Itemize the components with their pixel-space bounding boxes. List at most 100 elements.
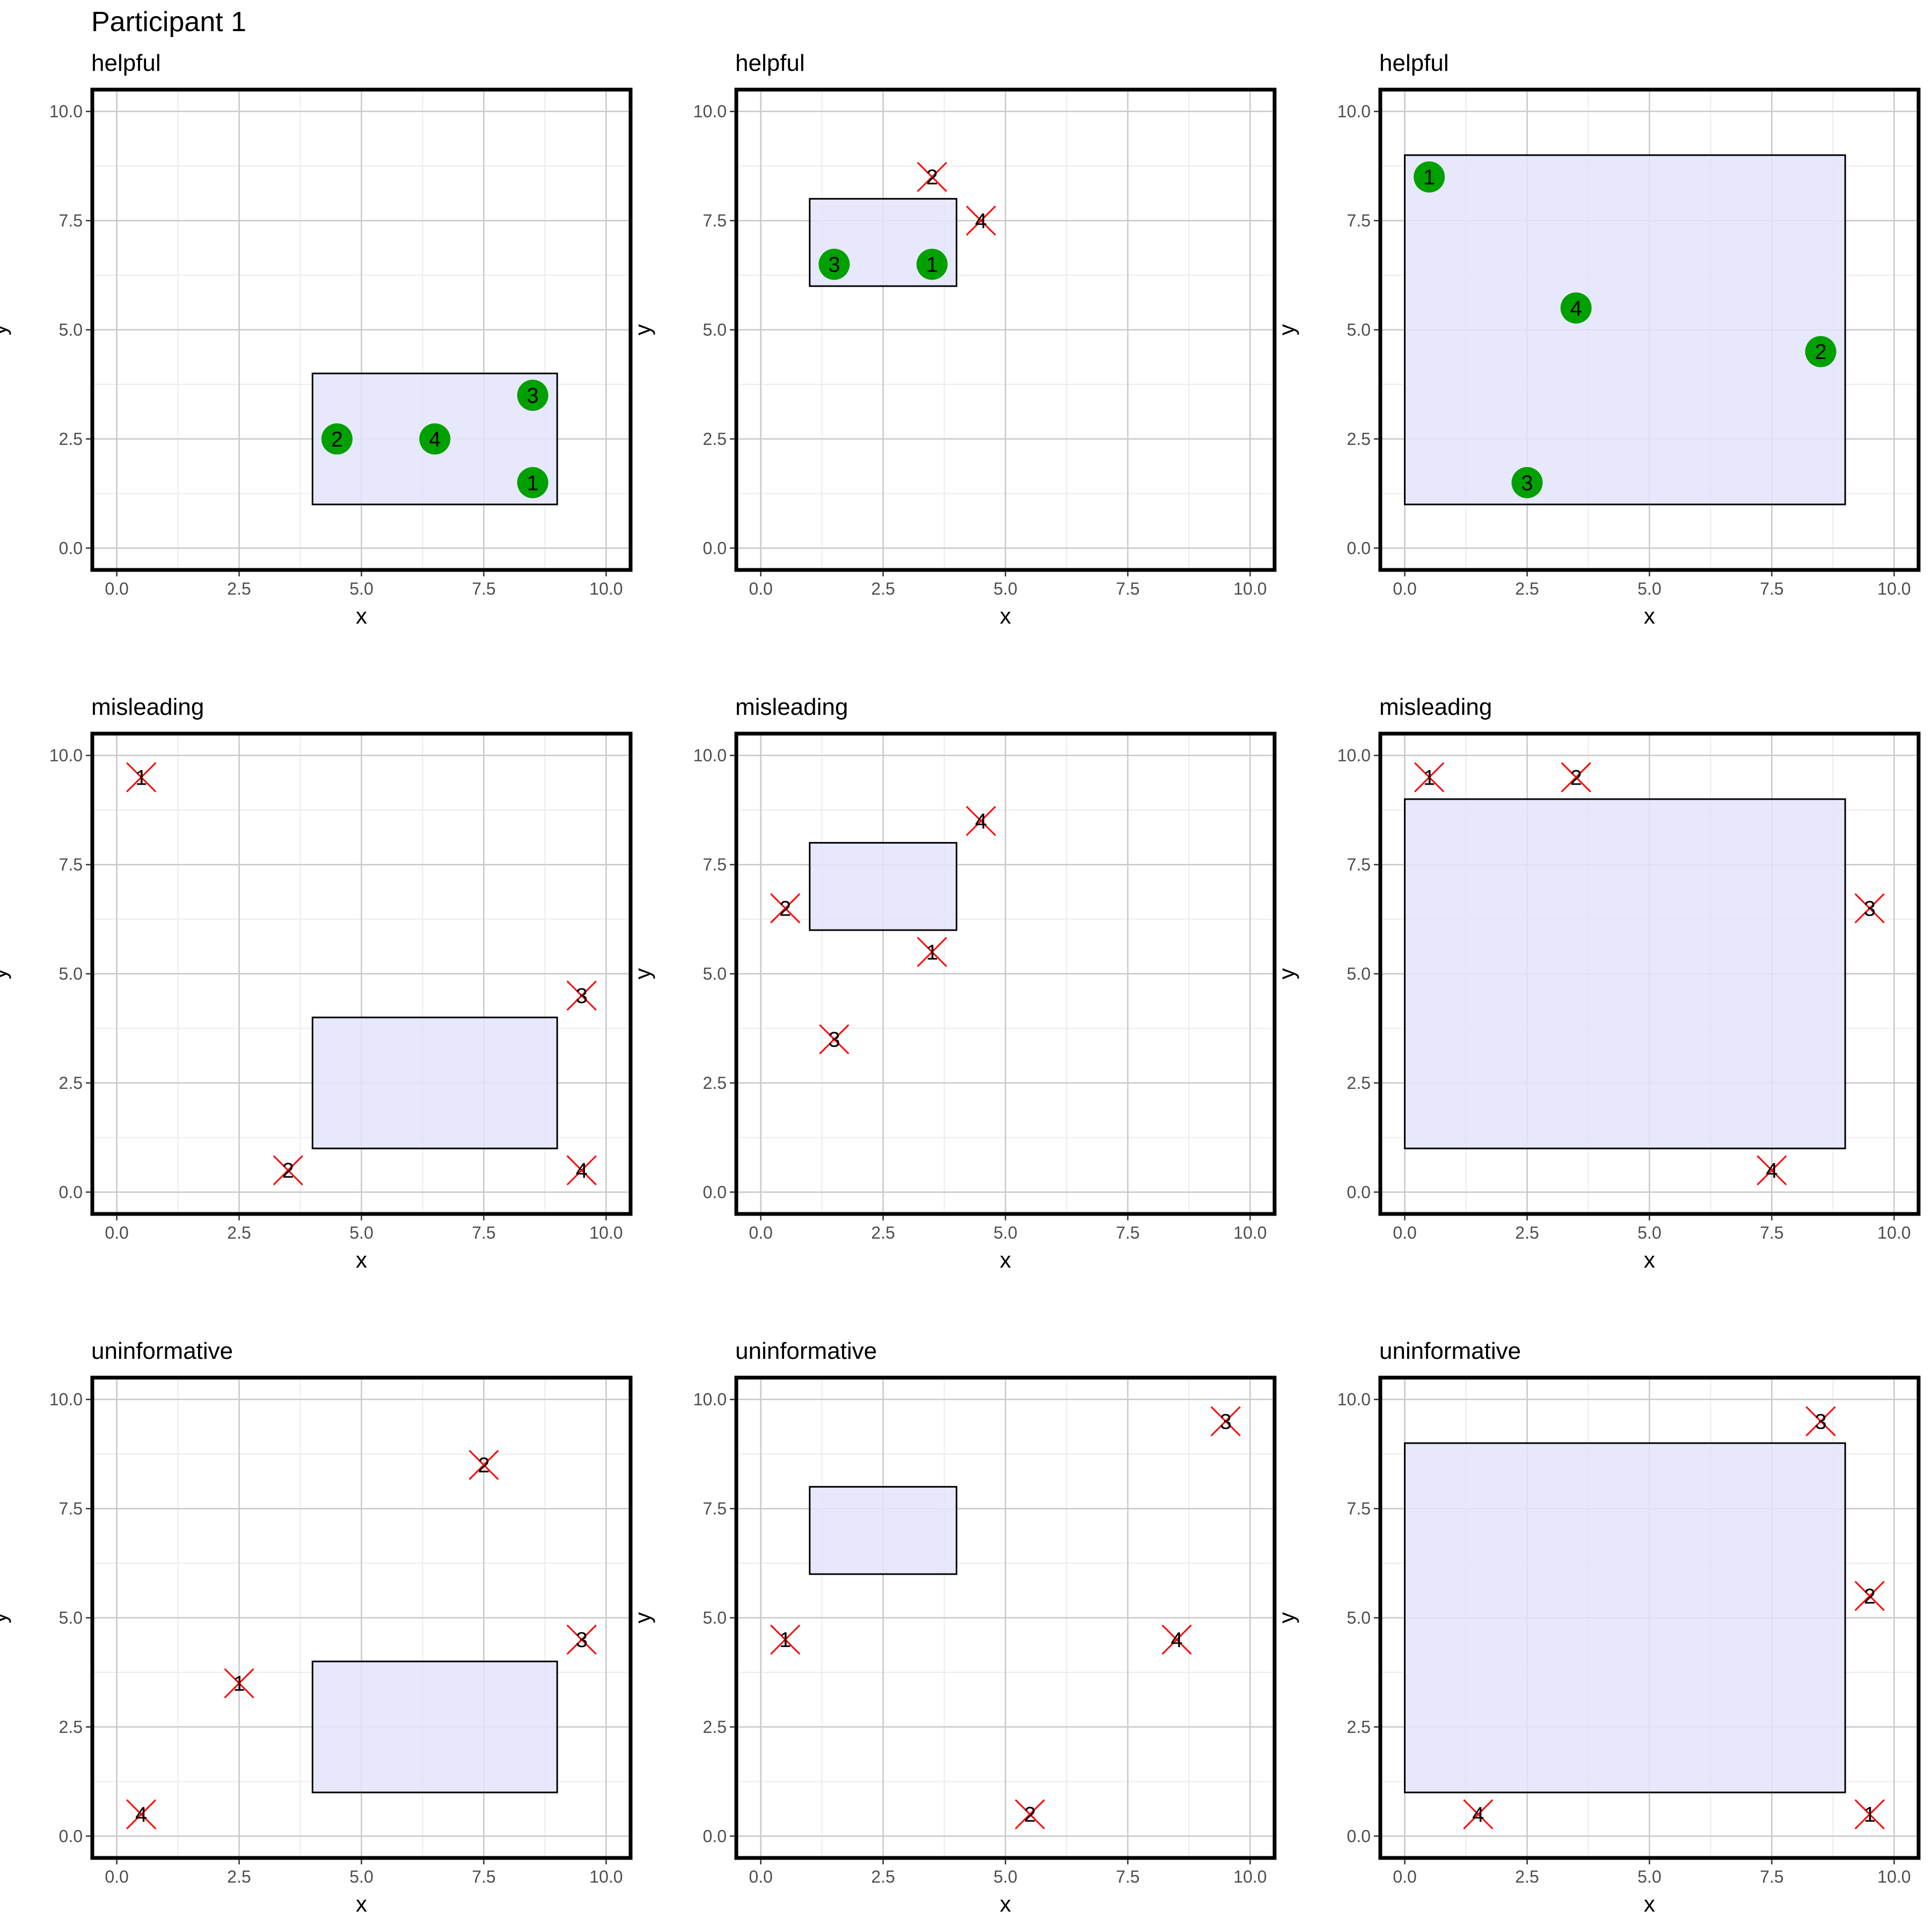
x-axis-label: x: [1000, 603, 1011, 628]
y-tick-label: 7.5: [703, 211, 727, 230]
region-rectangle: [1404, 154, 1846, 506]
panel-subtitle: misleading: [1379, 694, 1492, 720]
point-label: 4: [1171, 1628, 1183, 1652]
point-label: 3: [828, 1028, 840, 1052]
negative-point-cross: [1561, 762, 1591, 793]
panel-border: [90, 1375, 633, 1860]
y-tick-label: 2.5: [1347, 429, 1371, 449]
x-tick-label: 5.0: [349, 1223, 373, 1242]
x-axis-label: x: [356, 1891, 367, 1916]
x-tick-label: 10.0: [589, 1867, 623, 1886]
y-axis-label: y: [630, 1612, 655, 1623]
positive-point-marker: [916, 248, 948, 280]
panel-2: helpful 1 2 3 4 0.0 2.5 5.0 7.5 10.0 0.0 2.5 5.0 7.5 1…: [630, 50, 1277, 628]
y-tick-label: 0.0: [59, 538, 83, 558]
point-label: 2: [1815, 340, 1827, 364]
panel-8: uninformative 1 2 3 4 0.0 2.5 5.0 7.5 10.0 0.0 2.5 5…: [630, 1338, 1277, 1916]
x-tick-label: 2.5: [871, 1223, 895, 1242]
x-tick-label: 7.5: [1760, 579, 1783, 598]
point-label: 1: [926, 941, 938, 964]
point-label: 1: [1864, 1803, 1876, 1827]
x-tick-label: 0.0: [105, 1223, 128, 1242]
x-tick-label: 2.5: [1515, 1867, 1539, 1886]
y-tick-label: 10.0: [693, 746, 727, 765]
x-tick-label: 10.0: [1233, 1223, 1267, 1242]
panel-subtitle: helpful: [91, 50, 161, 76]
point-label: 1: [233, 1672, 245, 1696]
point-label: 4: [1570, 297, 1582, 320]
region-rectangle: [311, 1016, 558, 1150]
y-tick-label: 0.0: [703, 1826, 727, 1846]
x-axis-label: x: [1644, 603, 1655, 628]
point-label: 3: [576, 1628, 588, 1652]
negative-point-cross: [1805, 1406, 1836, 1437]
panel-border: [734, 731, 1277, 1216]
point-label: 1: [1423, 766, 1435, 789]
y-tick-label: 0.0: [703, 538, 727, 558]
point-label: 4: [975, 209, 987, 233]
y-tick-label: 10.0: [49, 102, 83, 121]
y-axis-label: y: [0, 324, 11, 335]
x-tick-label: 0.0: [1393, 579, 1416, 598]
point-label: 4: [1766, 1159, 1777, 1183]
y-tick-label: 5.0: [1347, 964, 1371, 984]
y-tick-label: 5.0: [703, 964, 727, 984]
x-tick-label: 0.0: [105, 579, 128, 598]
panel-subtitle: uninformative: [735, 1338, 877, 1364]
x-tick-label: 0.0: [1393, 1867, 1416, 1886]
negative-point-cross: [224, 1668, 254, 1699]
negative-point-cross: [1854, 893, 1885, 924]
x-tick-label: 5.0: [993, 579, 1017, 598]
panel-border: [90, 731, 633, 1216]
region-rectangle: [311, 1660, 558, 1794]
x-tick-label: 2.5: [227, 1223, 251, 1242]
y-tick-label: 10.0: [1337, 102, 1371, 121]
negative-point-cross: [126, 1799, 157, 1829]
negative-point-cross: [566, 980, 597, 1011]
x-tick-label: 2.5: [227, 579, 251, 598]
negative-point-cross: [965, 206, 996, 236]
x-axis-label: x: [1644, 1891, 1655, 1916]
y-tick-label: 5.0: [59, 320, 83, 340]
y-tick-label: 0.0: [1347, 1182, 1371, 1202]
point-label: 4: [429, 428, 441, 451]
x-tick-label: 2.5: [1515, 579, 1539, 598]
negative-point-cross: [1757, 1155, 1787, 1185]
y-tick-label: 7.5: [1347, 211, 1371, 230]
x-axis-label: x: [356, 603, 367, 628]
panel-subtitle: uninformative: [91, 1338, 233, 1364]
negative-point-cross: [965, 806, 996, 836]
y-tick-label: 10.0: [1337, 746, 1371, 765]
region-rectangle: [1404, 1442, 1846, 1794]
y-tick-label: 2.5: [59, 1717, 83, 1737]
x-tick-label: 5.0: [1637, 579, 1661, 598]
y-tick-label: 10.0: [693, 1390, 727, 1409]
x-tick-label: 7.5: [472, 1223, 495, 1242]
point-label: 3: [1815, 1410, 1827, 1433]
y-tick-label: 10.0: [1337, 1390, 1371, 1409]
point-label: 2: [478, 1454, 489, 1477]
y-tick-label: 10.0: [49, 1390, 83, 1409]
region-rectangle: [809, 1485, 957, 1575]
panel-subtitle: helpful: [1379, 50, 1449, 76]
y-tick-label: 2.5: [59, 1073, 83, 1093]
point-label: 3: [527, 384, 539, 408]
negative-point-cross: [770, 893, 801, 924]
x-tick-label: 5.0: [993, 1867, 1017, 1886]
negative-point-cross: [126, 762, 157, 793]
panel-border: [1378, 1375, 1921, 1860]
panel-5: misleading 1 2 3 4 0.0 2.5 5.0 7.5 10.0 0.0 2.5 5.0 7…: [630, 694, 1277, 1272]
point-label: 3: [828, 253, 840, 276]
y-axis-label: y: [1274, 1612, 1299, 1623]
x-tick-label: 0.0: [749, 1867, 772, 1886]
panel-1: helpful 1 2 3 4 0.0 2.5 5.0 7.5 10.0 0.0 2.5 5.0 7.5 1…: [0, 50, 633, 628]
y-tick-label: 5.0: [59, 1608, 83, 1628]
point-label: 3: [576, 984, 588, 1008]
x-tick-label: 2.5: [871, 1867, 895, 1886]
x-tick-label: 7.5: [1760, 1223, 1783, 1242]
y-axis-label: y: [0, 968, 11, 979]
point-label: 4: [135, 1803, 147, 1827]
x-tick-label: 10.0: [589, 1223, 623, 1242]
positive-point-marker: [1805, 336, 1836, 368]
y-tick-label: 7.5: [59, 211, 83, 230]
